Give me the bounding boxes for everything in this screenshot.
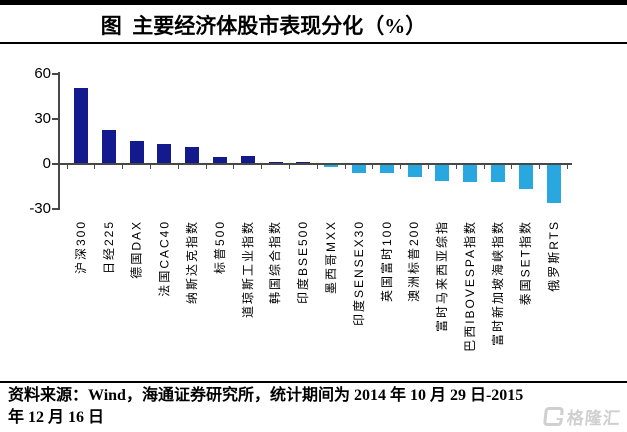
bar-negative <box>490 165 505 183</box>
title-divider-rule <box>0 42 627 44</box>
category-label: 印度BSE500 <box>296 220 311 305</box>
x-axis-tick <box>66 164 68 169</box>
x-axis-tick <box>122 164 124 169</box>
bar-positive <box>185 146 200 163</box>
category-label: 泰国SET指数 <box>518 220 533 306</box>
category-label: 英国富时100 <box>379 220 394 303</box>
bar-negative <box>518 165 533 189</box>
x-axis-tick <box>288 164 290 169</box>
x-axis-tick <box>205 164 207 169</box>
category-label: 富时新加坡海峡指数 <box>490 220 505 347</box>
category-label: 印度SENSEX30 <box>351 220 366 327</box>
category-label: 德国DAX <box>129 220 144 279</box>
category-label: 沪深300 <box>73 220 88 275</box>
watermark-text: 格隆汇 <box>565 409 622 428</box>
bar-positive <box>129 140 144 163</box>
x-axis-tick <box>177 164 179 169</box>
y-axis-line <box>58 72 60 210</box>
top-border-rule <box>0 0 627 5</box>
footer-divider-rule <box>0 381 627 383</box>
source-note-line-1: 资料来源：Wind，海通证券研究所，统计期间为 2014 年 10 月 29 日… <box>8 387 524 404</box>
y-axis-tick-label: 0 <box>42 155 51 172</box>
y-axis-tick <box>52 207 58 210</box>
bar-positive <box>101 130 116 163</box>
x-axis-tick <box>400 164 402 169</box>
bar-negative <box>379 165 394 173</box>
bar-positive <box>268 162 283 163</box>
gelonghui-logo-icon <box>543 407 564 426</box>
bar-negative <box>546 165 561 203</box>
chart-title: 图 主要经济体股市表现分化（%） <box>100 14 427 38</box>
bar-negative <box>463 165 478 182</box>
x-axis-tick <box>566 164 568 169</box>
x-axis-tick <box>94 164 96 169</box>
source-note: 资料来源：Wind，海通证券研究所，统计期间为 2014 年 10 月 29 日… <box>8 385 622 429</box>
y-axis-tick-label: -30 <box>29 200 51 217</box>
bar-negative <box>324 165 339 167</box>
category-label: 墨西哥MXX <box>324 220 339 295</box>
category-label: 富时马来西亚综指 <box>435 220 450 333</box>
y-axis-tick <box>52 117 58 120</box>
category-label: 澳洲标普200 <box>407 220 422 303</box>
category-label: 道琼斯工业指数 <box>240 220 255 319</box>
x-axis-tick <box>261 164 263 169</box>
y-axis-tick <box>52 162 58 165</box>
x-axis-tick <box>372 164 374 169</box>
x-axis-tick <box>233 164 235 169</box>
category-label: 巴西IBOVESPA指数 <box>463 220 478 352</box>
bar-positive <box>73 88 88 163</box>
category-label: 俄罗斯RTS <box>546 220 561 292</box>
bar-positive <box>157 144 172 163</box>
y-axis-tick-label: 60 <box>34 65 51 82</box>
x-axis-tick <box>511 164 513 169</box>
source-note-line-2: 年 12 月 16 日 <box>8 409 105 426</box>
category-label: 标普500 <box>212 220 227 275</box>
bar-negative <box>351 165 366 174</box>
category-label: 韩国综合指数 <box>268 220 283 305</box>
category-label: 纳斯达克指数 <box>185 220 200 305</box>
bar-negative <box>435 165 450 181</box>
bar-positive <box>240 156 255 163</box>
x-axis-line <box>56 163 572 165</box>
x-axis-tick <box>316 164 318 169</box>
x-axis-tick <box>344 164 346 169</box>
x-axis-tick <box>455 164 457 169</box>
x-axis-tick <box>149 164 151 169</box>
x-axis-tick <box>539 164 541 169</box>
y-axis-tick <box>52 72 58 75</box>
x-axis-tick <box>483 164 485 169</box>
y-axis-tick-label: 30 <box>34 110 51 127</box>
category-label: 法国CAC40 <box>157 220 172 297</box>
bar-negative <box>407 165 422 177</box>
x-axis-tick <box>427 164 429 169</box>
category-label: 日经225 <box>101 220 116 275</box>
bar-positive <box>296 162 311 163</box>
gelonghui-watermark: 格隆汇 <box>543 404 623 429</box>
bar-positive <box>212 157 227 163</box>
